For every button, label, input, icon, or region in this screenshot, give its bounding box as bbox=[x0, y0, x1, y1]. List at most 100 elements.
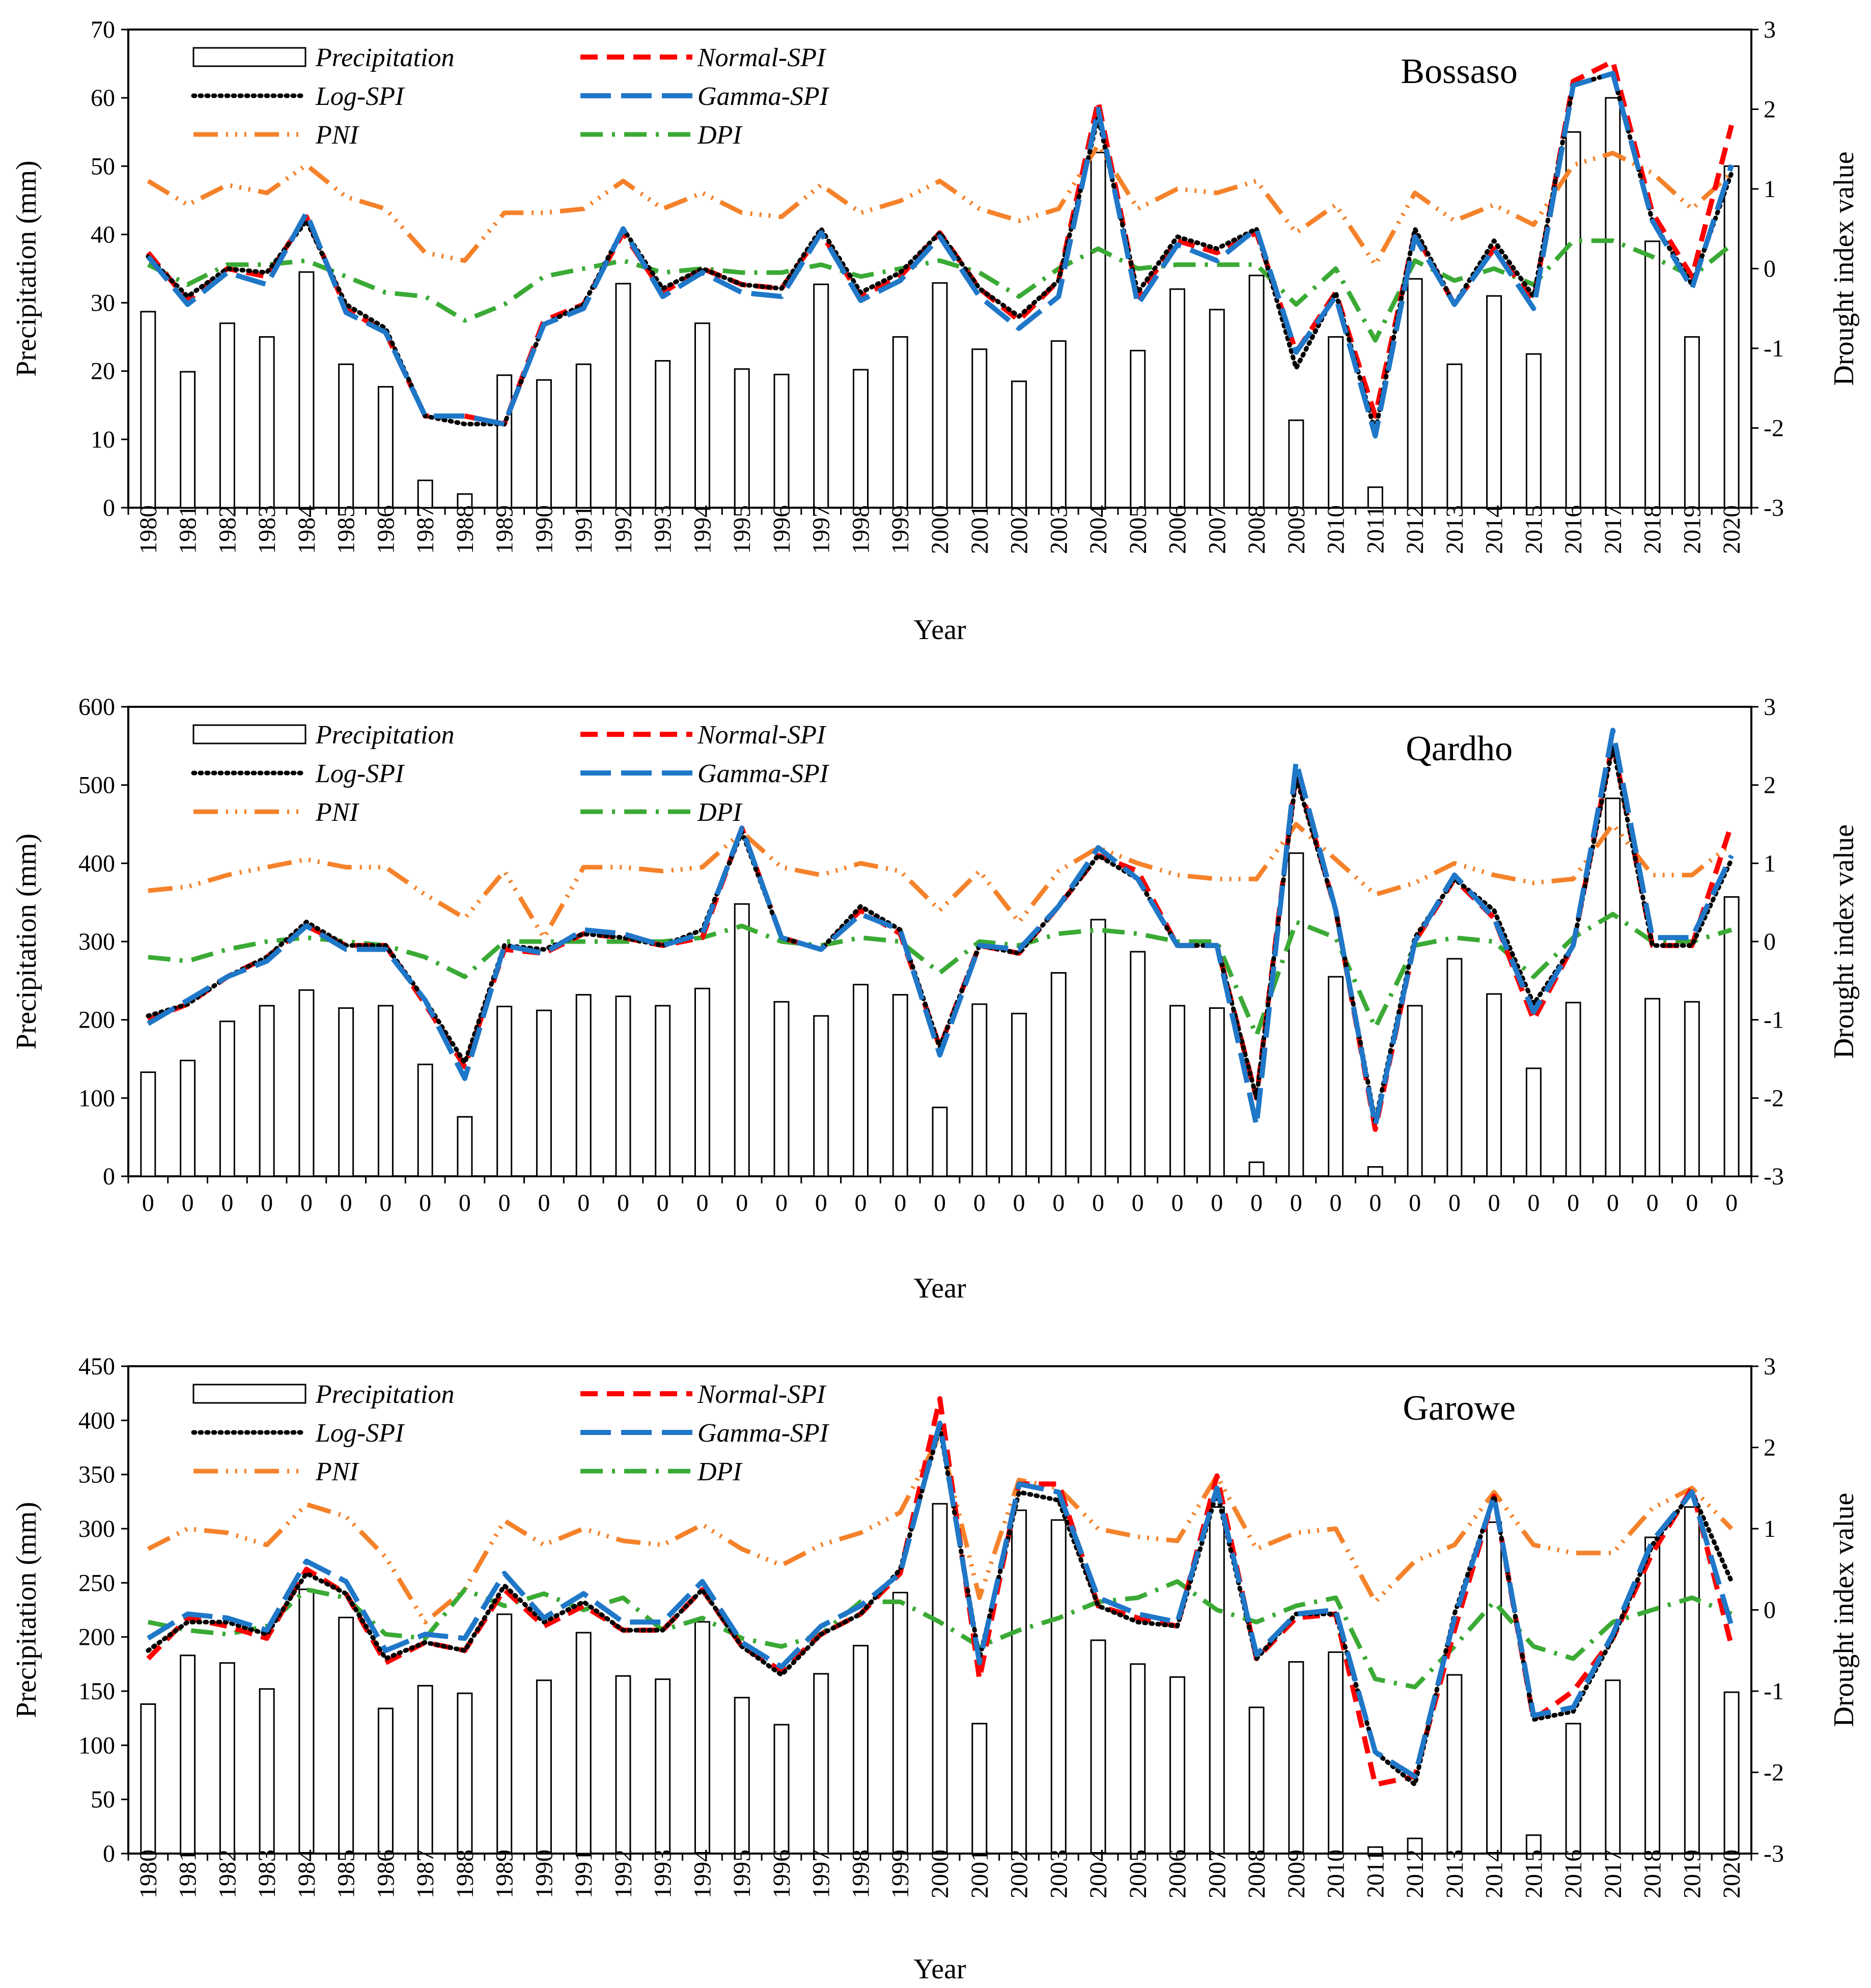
precipitation-bar bbox=[140, 1703, 156, 1855]
x-tick-label: 0 bbox=[1092, 1190, 1104, 1217]
legend-label: Precipitation bbox=[315, 1380, 454, 1409]
chart-panel-garowe: 0 50 100 150 200 250 300 350 400 450 -3 -2 -1 0 1 2 3 198… bbox=[11, 1353, 1860, 1985]
x-tick-label: 1997 bbox=[808, 505, 835, 554]
precipitation-bar bbox=[773, 1001, 790, 1177]
x-tick-label: 1994 bbox=[689, 505, 716, 554]
x-tick-label: 0 bbox=[538, 1190, 550, 1217]
precipitation-bar bbox=[1684, 336, 1700, 509]
gamma-spi-line bbox=[146, 71, 1734, 439]
y-tick-label: 350 bbox=[78, 1461, 115, 1488]
x-tick-label: 1998 bbox=[847, 505, 874, 554]
pni-line bbox=[147, 143, 1734, 267]
x-tick-label: 1983 bbox=[254, 1849, 281, 1898]
precipitation-bar bbox=[1605, 797, 1621, 1177]
x-tick-label: 2011 bbox=[1362, 1850, 1389, 1898]
precipitation-bar bbox=[536, 379, 552, 509]
legend-label: PNI bbox=[315, 798, 359, 827]
y-tick-label: 450 bbox=[78, 1353, 115, 1380]
precipitation-bar bbox=[773, 373, 790, 509]
legend-label: Log-SPI bbox=[315, 82, 405, 111]
precipitation-bar bbox=[1248, 274, 1265, 509]
precipitation-bar bbox=[932, 282, 948, 509]
x-tick-label: 1995 bbox=[729, 505, 756, 554]
precipitation-bar bbox=[180, 1060, 196, 1177]
x-tick-label: 2016 bbox=[1560, 505, 1587, 554]
x-tick-label: 0 bbox=[419, 1190, 431, 1217]
precipitation-bar bbox=[496, 1006, 513, 1177]
precipitation-bar bbox=[457, 493, 473, 509]
y2-axis-title: Drought index value bbox=[1828, 1493, 1860, 1727]
y2-tick-label: 1 bbox=[1764, 850, 1776, 877]
x-tick-label: 2011 bbox=[1362, 506, 1389, 554]
precipitation-bar bbox=[655, 360, 671, 509]
x-tick-label: 2002 bbox=[1006, 1849, 1033, 1898]
precipitation-bar bbox=[1328, 336, 1344, 509]
x-tick-label: 1989 bbox=[491, 505, 518, 554]
x-axis-title: Year bbox=[913, 614, 966, 646]
precipitation-bar bbox=[298, 1588, 315, 1855]
x-tick-label: 0 bbox=[1567, 1190, 1579, 1217]
x-tick-label: 2007 bbox=[1204, 1849, 1231, 1898]
x-tick-label: 1983 bbox=[254, 505, 281, 554]
precipitation-bar bbox=[1050, 1519, 1067, 1855]
y-tick-label: 0 bbox=[103, 1163, 115, 1190]
x-tick-label: 2017 bbox=[1600, 505, 1627, 554]
precipitation-bar bbox=[1525, 1834, 1542, 1855]
x-tick-label: 2000 bbox=[927, 505, 954, 554]
x-tick-label: 0 bbox=[459, 1190, 471, 1217]
precipitation-bar bbox=[1011, 1509, 1027, 1855]
precipitation-bar bbox=[259, 1005, 275, 1177]
x-tick-label: 1982 bbox=[214, 505, 241, 554]
x-tick-label: 0 bbox=[1250, 1190, 1263, 1217]
x-tick-label: 2019 bbox=[1679, 505, 1706, 554]
x-tick-label: 0 bbox=[1448, 1190, 1461, 1217]
x-tick-label: 2020 bbox=[1718, 1849, 1745, 1898]
x-tick-label: 2013 bbox=[1441, 1849, 1468, 1898]
precipitation-bar bbox=[496, 374, 513, 509]
precipitation-bar bbox=[813, 1673, 829, 1855]
dpi-line bbox=[148, 912, 1733, 1038]
x-tick-label: 0 bbox=[1725, 1190, 1738, 1217]
precipitation-bar bbox=[1090, 151, 1106, 509]
x-tick-label: 2003 bbox=[1045, 1849, 1072, 1898]
precipitation-bar bbox=[259, 1688, 275, 1855]
x-tick-label: 1992 bbox=[610, 1849, 637, 1898]
y-tick-label: 250 bbox=[78, 1569, 115, 1596]
dpi-line bbox=[147, 238, 1733, 343]
precipitation-bar bbox=[852, 984, 869, 1177]
legend-label: DPI bbox=[697, 1457, 743, 1486]
precipitation-bar bbox=[971, 348, 988, 509]
x-tick-label: 1985 bbox=[333, 1849, 360, 1898]
x-tick-label: 1993 bbox=[650, 1849, 677, 1898]
precipitation-bar bbox=[180, 1654, 196, 1855]
y-tick-label: 100 bbox=[78, 1732, 115, 1759]
x-tick-label: 0 bbox=[379, 1190, 392, 1217]
station-label: Bossaso bbox=[1401, 52, 1517, 91]
x-tick-label: 1984 bbox=[293, 505, 320, 554]
dpi-line bbox=[147, 1579, 1733, 1690]
legend-label: Precipitation bbox=[315, 721, 454, 750]
y2-tick-label: -2 bbox=[1764, 415, 1784, 442]
station-label: Qardho bbox=[1406, 729, 1513, 768]
precipitation-bar bbox=[1723, 165, 1740, 509]
precipitation-bar bbox=[655, 1678, 671, 1855]
x-tick-label: 2004 bbox=[1085, 1849, 1112, 1898]
precipitation-bar bbox=[417, 1063, 433, 1177]
y-tick-label: 70 bbox=[91, 16, 115, 43]
legend-label: Normal-SPI bbox=[697, 721, 827, 750]
y-tick-label: 100 bbox=[78, 1085, 115, 1112]
y-tick-label: 60 bbox=[91, 85, 115, 112]
y2-tick-label: -1 bbox=[1764, 1007, 1784, 1034]
x-tick-label: 0 bbox=[1607, 1190, 1619, 1217]
precipitation-bar bbox=[575, 993, 592, 1177]
precipitation-bar bbox=[1328, 976, 1344, 1177]
x-tick-label: 0 bbox=[182, 1190, 194, 1217]
legend-label: Gamma-SPI bbox=[697, 759, 830, 788]
precipitation-bar bbox=[338, 363, 354, 509]
x-tick-label: 2001 bbox=[966, 505, 993, 554]
y-tick-label: 400 bbox=[78, 850, 115, 877]
y-tick-label: 0 bbox=[103, 1840, 115, 1867]
x-tick-label: 0 bbox=[736, 1190, 748, 1217]
